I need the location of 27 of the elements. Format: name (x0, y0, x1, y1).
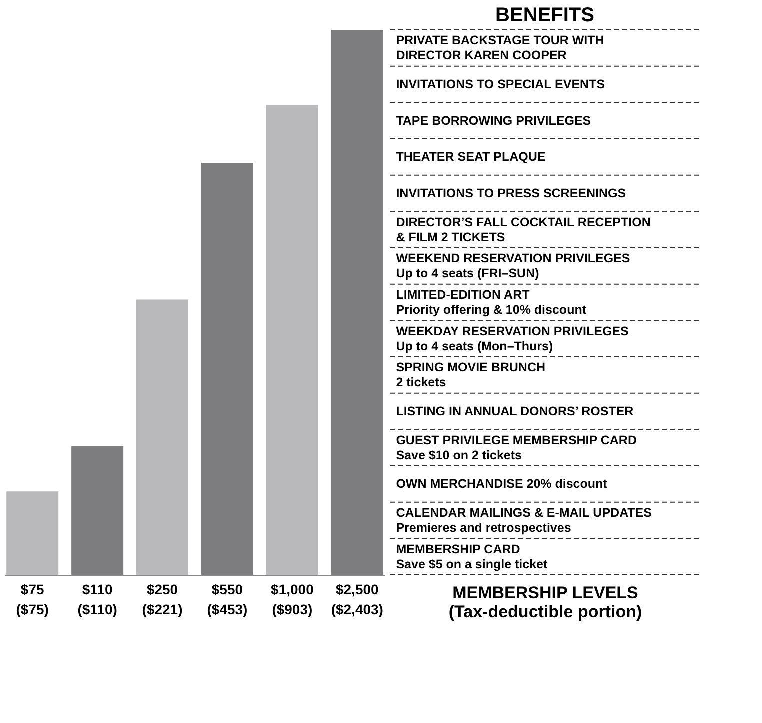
x-tick-label: $110 ($110) (78, 582, 118, 618)
text: TAPE BORROWING PRIVILEGES (396, 114, 592, 128)
x-tick-label: $1,000 ($903) (271, 582, 314, 618)
text: INVITATIONS TO SPECIAL EVENTS (396, 78, 606, 92)
text: (Tax-deductible portion) (448, 602, 642, 622)
text: MEMBERSHIP CARD Save $5 on a single ticket (396, 542, 548, 572)
text: CALENDAR MAILINGS & E-MAIL UPDATES Premieres and retrospectives (396, 506, 652, 535)
text: DIRECTOR’S FALL COCKTAIL RECEPTION & FILM 2 TICKETS (396, 215, 651, 244)
text: LISTING IN ANNUAL DONORS’ ROSTER (396, 404, 634, 418)
x-axis-title: MEMBERSHIP LEVELS (452, 584, 638, 602)
text: BENEFITS (496, 4, 594, 26)
x-tick-label: $2,500 ($2,403) (331, 582, 384, 618)
text: SPRING MOVIE BRUNCH 2 tickets (396, 360, 546, 390)
bar (136, 300, 189, 575)
text: OWN MERCHANDISE 20% discount (396, 477, 608, 492)
text: WEEKDAY RESERVATION PRIVILEGES Up to 4 seats (Mon–Thurs) (396, 324, 629, 354)
x-tick-label: $550 ($453) (207, 582, 248, 618)
x-tick-label: $250 ($221) (142, 582, 183, 618)
text: GUEST PRIVILEGE MEMBERSHIP CARD Save $10 on 2 tickets (396, 433, 637, 462)
text: PRIVATE BACKSTAGE TOUR WITH DIRECTOR KAREN COOPER (396, 34, 604, 63)
x-tick-label: $75 ($75) (16, 582, 49, 618)
bar (6, 492, 59, 575)
bar (266, 105, 318, 575)
text: THEATER SEAT PLAQUE (396, 150, 546, 164)
text: INVITATIONS TO PRESS SCREENINGS (396, 186, 626, 200)
text: LIMITED-EDITION ART Priority offering & 10% discount (396, 288, 588, 317)
text: WEEKEND RESERVATION PRIVILEGES Up to 4 seats (FRI–SUN) (396, 252, 630, 281)
